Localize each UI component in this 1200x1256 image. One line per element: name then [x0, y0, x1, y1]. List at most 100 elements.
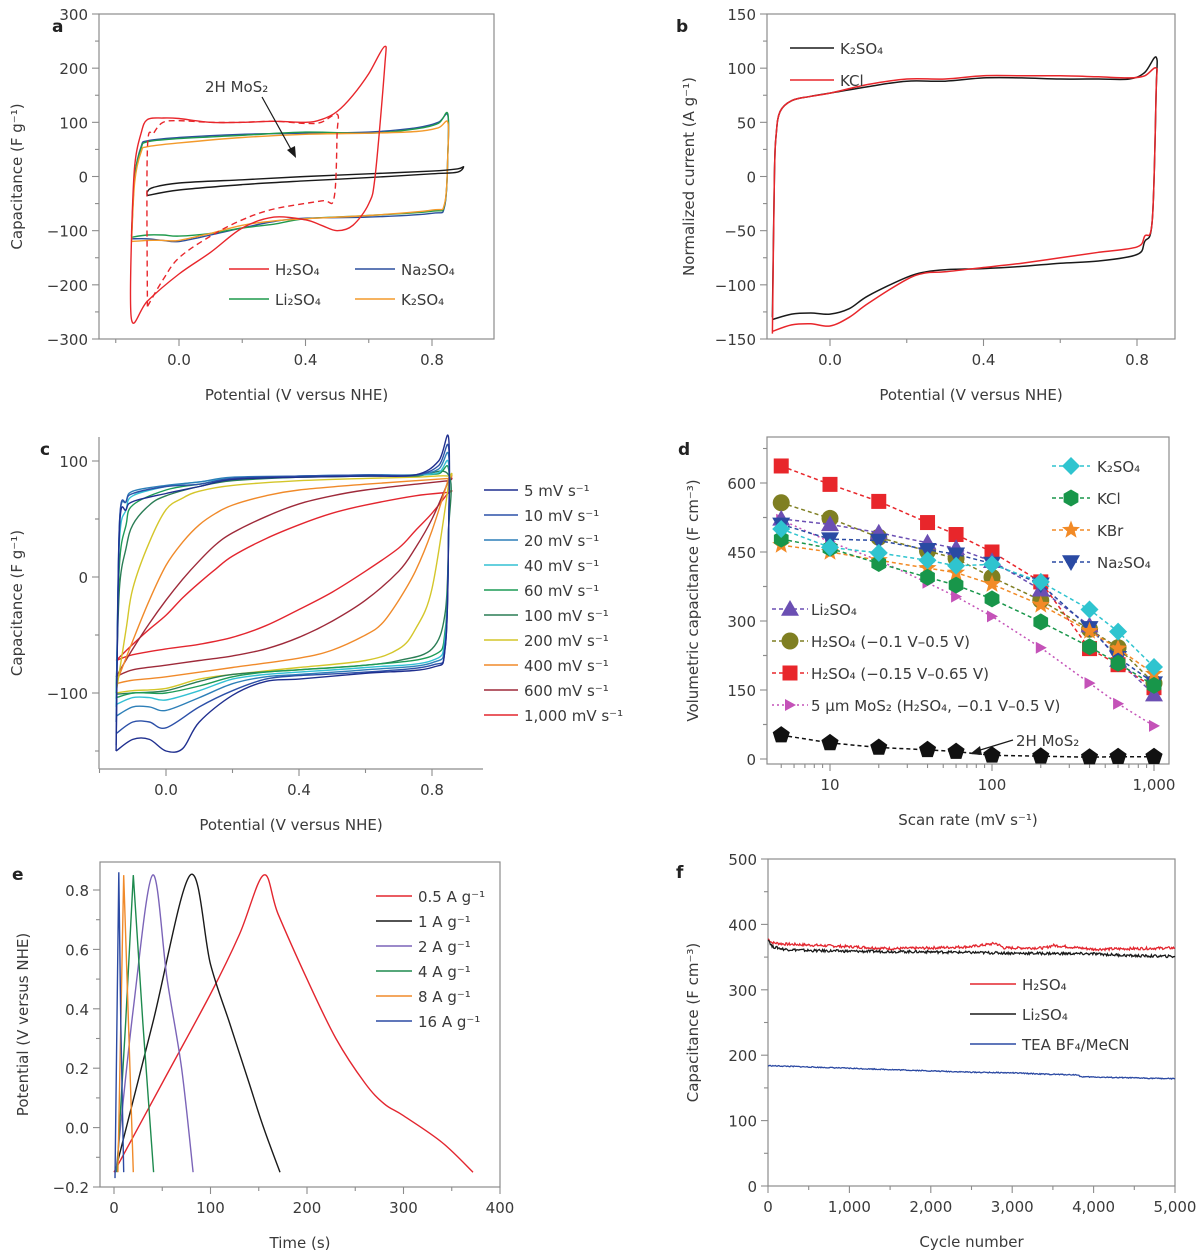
- series-line: [767, 938, 1176, 952]
- data-point-pentagon: [1032, 747, 1050, 764]
- data-point-hexagon: [920, 568, 935, 586]
- data-point-star: [1080, 621, 1099, 639]
- x-tick-label: 0: [763, 1198, 773, 1216]
- arrow-head-icon: [970, 746, 982, 755]
- legend-label: Li₂SO₄: [1022, 1006, 1068, 1024]
- plot-frame: [766, 13, 1176, 340]
- y-tick-label: −0.2: [53, 1179, 89, 1197]
- y-tick-label: −200: [47, 277, 88, 295]
- y-tick-label: 50: [737, 114, 756, 132]
- y-tick-label: −100: [47, 223, 88, 241]
- legend-label: Na₂SO₄: [1097, 554, 1151, 572]
- data-point-circle: [772, 494, 790, 512]
- legend-label: H₂SO₄ (−0.1 V–0.5 V): [811, 633, 970, 651]
- legend-label: 5 μm MoS₂ (H₂SO₄, −0.1 V–0.5 V): [811, 697, 1060, 715]
- series-line: [767, 1064, 1176, 1081]
- legend-item: 60 mV s⁻¹: [484, 582, 599, 600]
- y-tick-label: 0: [78, 569, 88, 587]
- series-group: [772, 520, 1163, 676]
- series-line: [129, 45, 387, 324]
- data-point-diamond: [869, 543, 888, 562]
- data-point-square: [773, 458, 789, 474]
- panel-label: e: [12, 865, 24, 885]
- y-tick-label: 0.0: [65, 1120, 89, 1138]
- x-axis-title: Cycle number: [919, 1233, 1024, 1251]
- legend-item: 5 mV s⁻¹: [484, 482, 590, 500]
- data-point-square: [782, 665, 798, 681]
- data-point-hexagon: [1082, 638, 1097, 656]
- legend-item: Li₂SO₄: [229, 291, 321, 309]
- legend-label: 20 mV s⁻¹: [524, 532, 599, 550]
- y-axis-title: Potential (V versus NHE): [14, 933, 32, 1116]
- data-point-pentagon: [1145, 747, 1163, 764]
- legend-item: KBr: [1052, 520, 1124, 540]
- y-axis-title: Capacitance (F g⁻¹): [8, 103, 26, 249]
- panel-c: c −100 0 100 0.0 0.4 0.8 Potential (V versus NH…: [8, 434, 623, 834]
- data-point-diamond: [1080, 600, 1099, 619]
- data-point-pentagon: [947, 742, 965, 759]
- series-line: [781, 734, 1154, 758]
- legend-label: 600 mV s⁻¹: [524, 682, 609, 700]
- data-point-square: [871, 493, 887, 509]
- plot-frame: [99, 861, 501, 1188]
- data-point-triangle-right: [1035, 641, 1047, 654]
- series-line: [780, 523, 1155, 684]
- legend-label: TEA BF₄/MeCN: [1021, 1036, 1130, 1054]
- legend-item: 200 mV s⁻¹: [484, 632, 609, 650]
- data-point-hexagon: [1063, 489, 1079, 507]
- x-axis-title: Potential (V versus NHE): [879, 386, 1062, 404]
- y-tick-label: 100: [59, 453, 88, 471]
- legend-item: Li₂SO₄: [772, 600, 857, 619]
- legend-label: KBr: [1097, 522, 1124, 540]
- legend-item: H₂SO₄ (−0.1 V–0.5 V): [772, 632, 970, 651]
- y-tick-label: 100: [59, 114, 88, 132]
- data-point-pentagon: [919, 740, 937, 758]
- legend-label: 16 A g⁻¹: [418, 1013, 480, 1031]
- legend-item: 1,000 mV s⁻¹: [484, 707, 623, 725]
- data-point-triangle-right: [1084, 677, 1096, 690]
- data-point-diamond: [918, 551, 937, 570]
- x-axis-title: Time (s): [269, 1234, 331, 1252]
- legend-item: 1 A g⁻¹: [376, 913, 471, 931]
- data-point-pentagon: [1081, 748, 1099, 765]
- data-point-pentagon: [983, 746, 1001, 763]
- annotation-arrow: [261, 96, 294, 154]
- x-tick-label: 1,000: [828, 1198, 871, 1216]
- legend-item: 600 mV s⁻¹: [484, 682, 609, 700]
- x-tick-label: 100: [978, 776, 1007, 794]
- panel-e: e −0.2 0.0 0.2 0.4 0.6 0.8 0 100 200 300 400 Time (s…: [12, 861, 514, 1252]
- legend-label: H₂SO₄: [275, 261, 320, 279]
- y-tick-label: −50: [724, 223, 756, 241]
- x-tick-label: 0.0: [154, 781, 178, 799]
- series-line: [781, 538, 1155, 687]
- series-line: [115, 874, 194, 1173]
- data-point-pentagon: [1109, 747, 1127, 764]
- legend-item: 40 mV s⁻¹: [484, 557, 599, 575]
- y-axis-title: Capacitance (F g⁻¹): [8, 530, 26, 676]
- y-axis-title: Capacitance (F cm⁻³): [684, 943, 702, 1103]
- legend-label: 40 mV s⁻¹: [524, 557, 599, 575]
- data-point-triangle-right: [785, 699, 796, 711]
- series-line: [146, 113, 340, 307]
- x-tick-label: 0.4: [972, 351, 996, 369]
- data-point-triangle-right: [951, 590, 963, 603]
- y-tick-label: 0: [746, 751, 756, 769]
- legend-item: 20 mV s⁻¹: [484, 532, 599, 550]
- data-point-star: [1109, 639, 1128, 657]
- x-tick-label: 100: [196, 1199, 225, 1217]
- data-point-square: [822, 476, 838, 492]
- legend-item: K₂SO₄: [1052, 457, 1140, 476]
- legend-label: Li₂SO₄: [811, 601, 857, 619]
- data-point-triangle-down: [869, 533, 888, 550]
- x-tick-label: 0.4: [294, 351, 318, 369]
- legend-item: 5 μm MoS₂ (H₂SO₄, −0.1 V–0.5 V): [772, 697, 1060, 715]
- panel-b: b −150 −100 −50 0 50 100 150 0.0 0.4 0.8 Potential …: [676, 6, 1176, 404]
- plot-frame: [766, 436, 1170, 765]
- y-tick-label: 400: [728, 916, 757, 934]
- data-point-triangle-down: [918, 543, 937, 559]
- x-axis-title: Potential (V versus NHE): [199, 816, 382, 834]
- series-line: [114, 873, 281, 1173]
- panel-label: c: [40, 440, 50, 460]
- legend-label: 2 A g⁻¹: [418, 938, 471, 956]
- series-line: [113, 874, 474, 1173]
